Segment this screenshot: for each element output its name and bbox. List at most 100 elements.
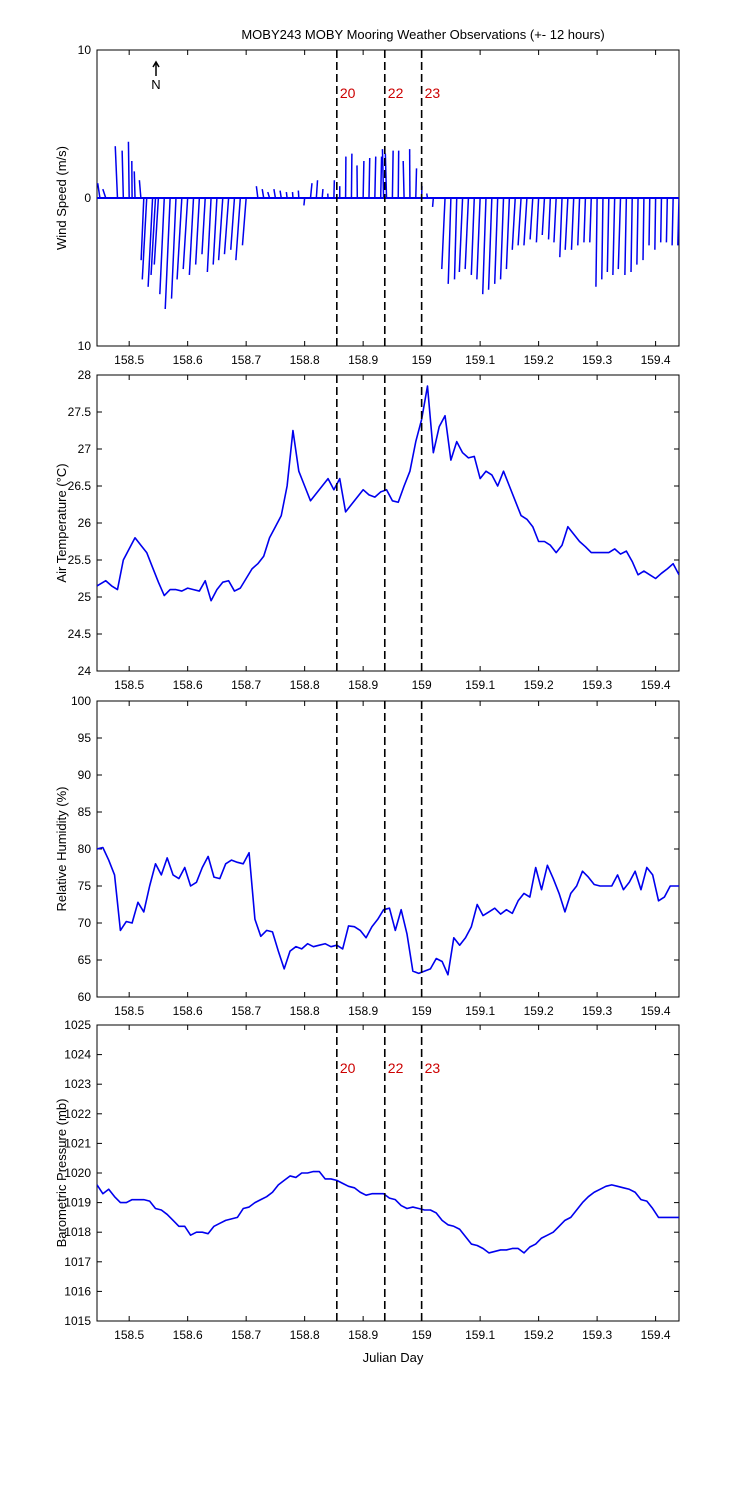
x-tick-label: 158.5 bbox=[114, 678, 144, 692]
wind-stick bbox=[217, 197, 224, 261]
x-tick-label: 158.5 bbox=[114, 353, 144, 367]
wind-stick bbox=[159, 197, 166, 295]
wind-stick bbox=[391, 150, 394, 199]
wind-stick bbox=[476, 197, 481, 280]
x-tick-label: 159.3 bbox=[582, 1328, 612, 1342]
wind-stick bbox=[493, 197, 499, 284]
y-tick-label: 27 bbox=[78, 442, 92, 456]
wind-stick bbox=[426, 193, 429, 199]
y-tick-label: 25 bbox=[78, 590, 92, 604]
wind-stick bbox=[303, 197, 306, 206]
wind-stick bbox=[379, 156, 383, 199]
wind-stick bbox=[362, 160, 365, 199]
y-tick-label: 24 bbox=[78, 664, 92, 678]
wind-stick bbox=[164, 197, 171, 310]
x-tick-label: 159.4 bbox=[641, 353, 671, 367]
x-tick-label: 159.3 bbox=[582, 678, 612, 692]
wind-stick bbox=[150, 197, 157, 276]
x-tick-label: 158.8 bbox=[290, 353, 320, 367]
x-tick-label: 158.9 bbox=[348, 1004, 378, 1018]
x-tick-label: 159 bbox=[412, 1004, 432, 1018]
chart-title: MOBY243 MOBY Mooring Weather Observation… bbox=[241, 27, 604, 42]
y-tick-label: 100 bbox=[71, 694, 91, 708]
wind-stick bbox=[206, 197, 212, 273]
series-humidity bbox=[97, 846, 679, 976]
north-arrow-icon bbox=[152, 60, 160, 68]
wind-stick bbox=[212, 197, 218, 265]
y-tick-label: 1024 bbox=[64, 1048, 91, 1062]
x-tick-label: 159.2 bbox=[524, 353, 554, 367]
wind-stick bbox=[201, 197, 206, 255]
wind-stick bbox=[153, 197, 160, 265]
wind-stick bbox=[273, 188, 277, 199]
x-tick-label: 158.7 bbox=[231, 678, 261, 692]
x-tick-label: 158.7 bbox=[231, 1328, 261, 1342]
series-line bbox=[97, 1170, 679, 1254]
wind-stick bbox=[402, 160, 405, 199]
y-tick-label: 0 bbox=[84, 191, 91, 205]
series-pressure bbox=[97, 1170, 679, 1254]
y-tick-label: 1018 bbox=[64, 1225, 91, 1239]
y-tick-label: 1020 bbox=[64, 1166, 91, 1180]
wind-stick bbox=[97, 183, 101, 199]
x-tick-label: 158.6 bbox=[173, 678, 203, 692]
y-tick-label: 80 bbox=[78, 842, 92, 856]
y-tick-label: 26 bbox=[78, 516, 92, 530]
y-tick-label: 28 bbox=[78, 368, 92, 382]
y-tick-label: 70 bbox=[78, 916, 92, 930]
wind-stick bbox=[612, 197, 616, 275]
y-axis-label: Wind Speed (m/s) bbox=[54, 146, 69, 250]
y-tick-label: 75 bbox=[78, 879, 92, 893]
y-tick-label: 1023 bbox=[64, 1077, 91, 1091]
wind-stick bbox=[583, 197, 587, 243]
wind-stick bbox=[223, 197, 230, 255]
wind-stick bbox=[309, 183, 313, 199]
wind-stick bbox=[102, 188, 107, 199]
x-tick-label: 159.1 bbox=[465, 1328, 495, 1342]
wind-stick bbox=[487, 197, 493, 290]
panel-pressure: 1015 1016 1017 1018 1019 1020 1021 1022 1023 1024… bbox=[54, 1018, 680, 1342]
wind-stick bbox=[368, 158, 371, 199]
wind-stick bbox=[315, 180, 319, 199]
wind-stick bbox=[499, 197, 505, 280]
y-axis-label: Barometric Pressure (mb) bbox=[54, 1099, 69, 1248]
wind-stick bbox=[617, 197, 622, 270]
wind-stick bbox=[564, 197, 569, 250]
wind-stick bbox=[182, 197, 189, 270]
wind-stick bbox=[523, 197, 528, 246]
wind-stick bbox=[541, 197, 546, 236]
wind-stick bbox=[511, 197, 516, 250]
wind-stick bbox=[505, 197, 511, 270]
wind-stick bbox=[121, 150, 125, 199]
wind-stick bbox=[261, 188, 265, 199]
wind-stick bbox=[589, 197, 593, 243]
wind-stick bbox=[230, 197, 236, 250]
x-tick-label: 158.5 bbox=[114, 1004, 144, 1018]
plot-frame bbox=[96, 374, 680, 672]
wind-stick bbox=[138, 180, 142, 199]
x-tick-label: 158.8 bbox=[290, 1328, 320, 1342]
y-tick-label: 1021 bbox=[64, 1136, 91, 1150]
x-tick-label: 158.8 bbox=[290, 1004, 320, 1018]
x-tick-label: 158.9 bbox=[348, 678, 378, 692]
y-tick-label: 1019 bbox=[64, 1196, 91, 1210]
x-tick-label: 159.1 bbox=[465, 1004, 495, 1018]
series-line bbox=[97, 846, 679, 976]
north-label: N bbox=[151, 77, 160, 92]
series-air-temp bbox=[97, 385, 679, 602]
x-tick-label: 158.7 bbox=[231, 353, 261, 367]
wind-stick bbox=[659, 197, 663, 243]
wind-stick bbox=[453, 197, 458, 280]
y-tick-label: 10 bbox=[78, 43, 92, 57]
wind-stick bbox=[595, 197, 598, 287]
wind-stick bbox=[606, 197, 610, 273]
x-tick-label: 159 bbox=[412, 1328, 432, 1342]
x-tick-label: 158.9 bbox=[348, 353, 378, 367]
wind-stick bbox=[553, 197, 557, 243]
wind-stick bbox=[321, 189, 324, 199]
wind-stick bbox=[648, 197, 651, 246]
event-label: 23 bbox=[425, 1060, 441, 1076]
wind-stick bbox=[470, 197, 476, 275]
series-wind bbox=[97, 141, 679, 310]
